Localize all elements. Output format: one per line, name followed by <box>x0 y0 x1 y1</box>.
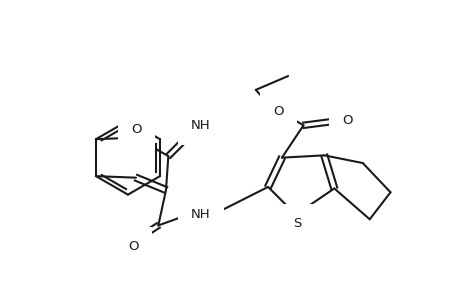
Text: O: O <box>128 241 139 254</box>
Text: O: O <box>341 114 352 127</box>
Text: O: O <box>273 105 284 118</box>
Text: O: O <box>131 123 142 136</box>
Text: NH: NH <box>190 208 210 221</box>
Text: S: S <box>292 218 301 230</box>
Text: NH: NH <box>190 119 210 132</box>
